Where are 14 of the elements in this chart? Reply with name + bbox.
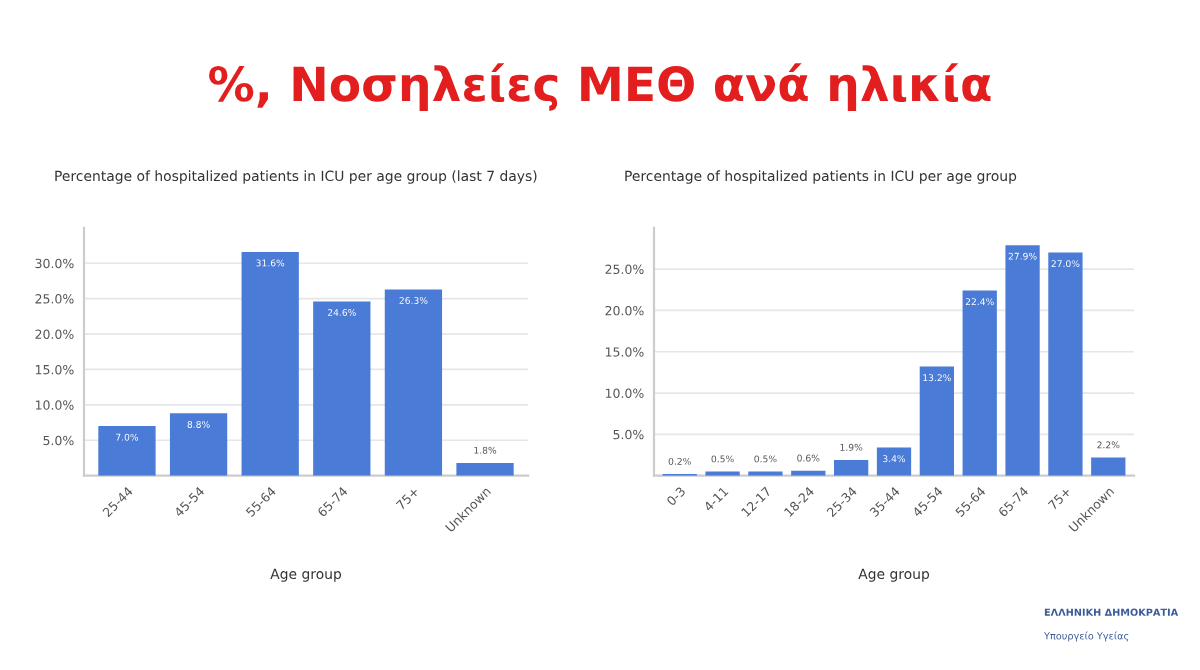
bar — [1048, 252, 1083, 476]
bar — [876, 447, 912, 476]
bar — [384, 289, 443, 476]
bar — [962, 290, 997, 476]
text: %, Νοσηλείες ΜΕΘ ανά ηλικία — [209, 63, 991, 111]
bar — [169, 413, 228, 476]
bar — [919, 366, 954, 476]
bar — [98, 426, 156, 476]
bar — [313, 301, 371, 476]
bar — [241, 251, 299, 476]
bar — [456, 462, 514, 476]
bar — [834, 460, 869, 476]
bar — [1091, 457, 1126, 476]
bar — [1005, 245, 1040, 476]
